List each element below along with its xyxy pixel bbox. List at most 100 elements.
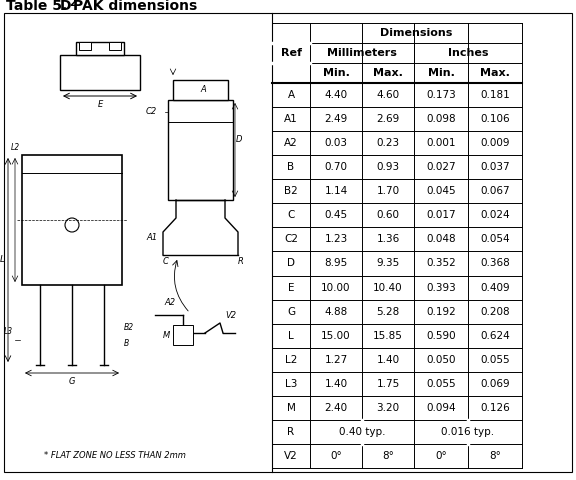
Text: V2: V2: [225, 311, 236, 320]
Text: 1.70: 1.70: [377, 186, 400, 196]
Text: Inches: Inches: [448, 48, 488, 58]
Text: 0.192: 0.192: [426, 307, 456, 317]
Text: V2: V2: [284, 451, 298, 461]
Text: 0.001: 0.001: [426, 138, 456, 148]
Text: 0.016 typ.: 0.016 typ.: [441, 427, 495, 437]
Text: 0.368: 0.368: [480, 258, 510, 268]
Text: 9.35: 9.35: [376, 258, 400, 268]
Text: 3.20: 3.20: [377, 403, 400, 413]
Text: E: E: [288, 283, 294, 292]
Text: M: M: [163, 331, 170, 339]
Text: Max.: Max.: [373, 68, 403, 78]
Text: 10.40: 10.40: [373, 283, 403, 292]
Text: 0.024: 0.024: [480, 210, 510, 220]
Bar: [109, 42, 121, 50]
Text: A2: A2: [284, 138, 298, 148]
Text: 4.60: 4.60: [377, 90, 400, 100]
Text: 0.126: 0.126: [480, 403, 510, 413]
Text: * FLAT ZONE NO LESS THAN 2mm: * FLAT ZONE NO LESS THAN 2mm: [44, 451, 186, 459]
Text: M: M: [287, 403, 295, 413]
Text: 0.106: 0.106: [480, 114, 510, 124]
Text: E: E: [97, 100, 103, 109]
Bar: [76, 42, 124, 55]
Text: A1: A1: [284, 114, 298, 124]
Text: C: C: [163, 257, 169, 266]
Text: 0.208: 0.208: [480, 307, 510, 317]
Text: 0.009: 0.009: [480, 138, 510, 148]
Text: 0.098: 0.098: [426, 114, 456, 124]
Text: 0.050: 0.050: [426, 355, 456, 365]
Text: G: G: [287, 307, 295, 317]
Bar: [22, 155, 122, 285]
Text: 2: 2: [69, 0, 76, 8]
Text: 1.36: 1.36: [376, 234, 400, 244]
Text: C2: C2: [146, 108, 157, 117]
Text: D: D: [60, 0, 71, 13]
Text: 8.95: 8.95: [324, 258, 348, 268]
Text: 0.352: 0.352: [426, 258, 456, 268]
Text: 0.590: 0.590: [426, 331, 456, 341]
Text: L2: L2: [285, 355, 297, 365]
Text: 0°: 0°: [435, 451, 447, 461]
Text: 8°: 8°: [489, 451, 501, 461]
Text: L: L: [288, 331, 294, 341]
Text: A: A: [200, 85, 206, 95]
Text: 0.017: 0.017: [426, 210, 456, 220]
Text: 1.23: 1.23: [324, 234, 348, 244]
Text: L: L: [0, 255, 5, 264]
Text: 4.88: 4.88: [324, 307, 348, 317]
Text: 0.067: 0.067: [480, 186, 510, 196]
Text: 8°: 8°: [382, 451, 394, 461]
Text: Min.: Min.: [427, 68, 454, 78]
Text: 0.055: 0.055: [480, 355, 510, 365]
Text: 0.40 typ.: 0.40 typ.: [339, 427, 385, 437]
Text: D: D: [287, 258, 295, 268]
Text: 0.181: 0.181: [480, 90, 510, 100]
Bar: [173, 80, 228, 100]
Bar: [79, 42, 91, 50]
Text: A: A: [287, 90, 294, 100]
Text: 0.624: 0.624: [480, 331, 510, 341]
Text: 0.60: 0.60: [377, 210, 400, 220]
Text: L3: L3: [285, 379, 297, 389]
Bar: [173, 325, 193, 345]
Text: Table 5.: Table 5.: [6, 0, 67, 13]
Text: 0.045: 0.045: [426, 186, 456, 196]
Text: Ref: Ref: [281, 48, 301, 58]
Text: 1.14: 1.14: [324, 186, 348, 196]
Text: 0.037: 0.037: [480, 162, 510, 172]
Text: B: B: [124, 338, 129, 348]
Text: 10.00: 10.00: [321, 283, 351, 292]
Text: 5.28: 5.28: [376, 307, 400, 317]
Text: 0.03: 0.03: [324, 138, 347, 148]
Text: B2: B2: [284, 186, 298, 196]
Text: 0.393: 0.393: [426, 283, 456, 292]
Text: L3: L3: [4, 327, 13, 336]
Text: A2: A2: [164, 298, 176, 307]
Text: Millimeters: Millimeters: [327, 48, 397, 58]
Text: 2.40: 2.40: [324, 403, 347, 413]
Text: 0.173: 0.173: [426, 90, 456, 100]
Text: 0.054: 0.054: [480, 234, 510, 244]
Text: Dimensions: Dimensions: [380, 28, 452, 38]
Text: 0.409: 0.409: [480, 283, 510, 292]
Text: 0.23: 0.23: [377, 138, 400, 148]
Text: 1.75: 1.75: [376, 379, 400, 389]
Text: 1.27: 1.27: [324, 355, 348, 365]
Bar: [60, 55, 140, 90]
Text: 1.40: 1.40: [377, 355, 400, 365]
Text: 0.069: 0.069: [480, 379, 510, 389]
Text: 0.048: 0.048: [426, 234, 456, 244]
Text: 0.055: 0.055: [426, 379, 456, 389]
Text: G: G: [69, 377, 75, 386]
Text: 15.85: 15.85: [373, 331, 403, 341]
Text: R: R: [287, 427, 294, 437]
Text: Max.: Max.: [480, 68, 510, 78]
Text: 0°: 0°: [330, 451, 342, 461]
Text: L2: L2: [10, 143, 20, 152]
Text: B: B: [287, 162, 294, 172]
Text: 0.93: 0.93: [377, 162, 400, 172]
Text: 0.70: 0.70: [324, 162, 347, 172]
Text: 0.027: 0.027: [426, 162, 456, 172]
Text: A1: A1: [147, 233, 158, 242]
